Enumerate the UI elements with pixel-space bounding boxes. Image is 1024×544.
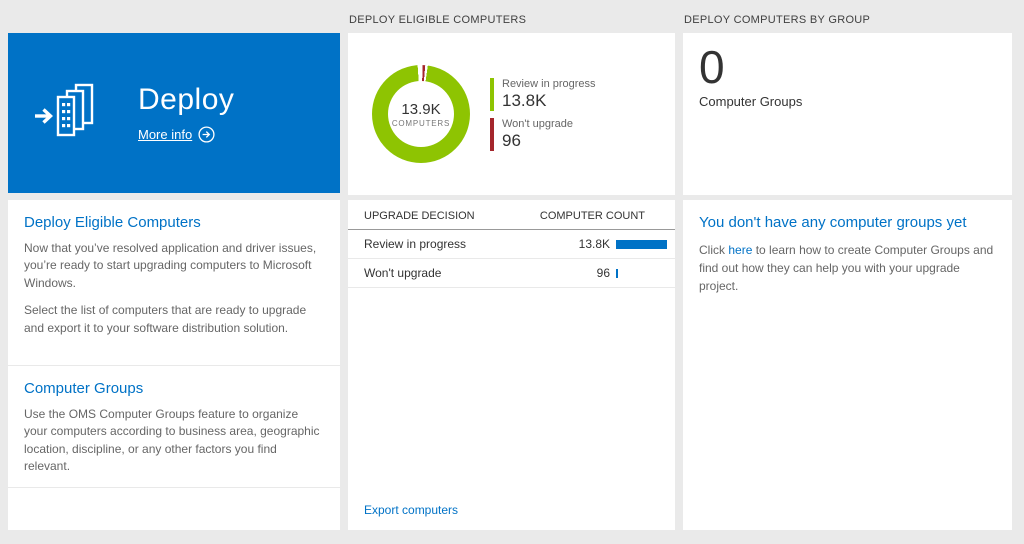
row-label: Won't upgrade: [364, 266, 442, 280]
computer-groups-count: 0: [699, 41, 725, 93]
section-deploy-eligible-computers: Deploy Eligible Computers Now that you’v…: [8, 200, 340, 366]
legend-label: Won't upgrade: [502, 117, 574, 130]
table-row-review-in-progress[interactable]: Review in progress 13.8K: [348, 230, 675, 259]
section-paragraph: Select the list of computers that are re…: [24, 303, 307, 335]
row-value: 13.8K: [578, 237, 610, 251]
count-bar: [616, 239, 667, 249]
section-paragraph: Use the OMS Computer Groups feature to o…: [24, 407, 320, 474]
legend-item-wont-upgrade[interactable]: Won't upgrade 96: [490, 117, 596, 151]
donut-hole: 13.9K COMPUTERS: [388, 81, 454, 147]
legend-value: 96: [502, 130, 521, 150]
donut-center-value: 13.9K: [401, 100, 441, 118]
count-bar-wrap: [616, 239, 667, 249]
legend-value: 13.8K: [502, 90, 547, 110]
middle-column-header: DEPLOY ELIGIBLE COMPUTERS: [349, 14, 527, 26]
eligible-computers-chart-card: 13.9K COMPUTERS Review in progress 13.8K…: [348, 33, 675, 195]
legend-item-review-in-progress[interactable]: Review in progress 13.8K: [490, 77, 596, 111]
deploy-icon: [34, 82, 98, 145]
section-paragraph: Now that you’ve resolved application and…: [24, 241, 317, 290]
column-header-computer-count[interactable]: COMPUTER COUNT: [539, 210, 645, 222]
arrow-circle-icon[interactable]: [198, 126, 215, 143]
legend-label: Review in progress: [502, 77, 596, 90]
empty-state-text-before: Click: [699, 243, 729, 257]
empty-state-heading: You don't have any computer groups yet: [699, 214, 967, 231]
donut-center-label: COMPUTERS: [391, 118, 451, 128]
deploy-tile-text: Deploy More info: [138, 83, 234, 143]
table-row-wont-upgrade[interactable]: Won't upgrade 96: [348, 259, 675, 288]
row-value: 96: [596, 266, 610, 280]
chart-legend: Review in progress 13.8K Won't upgrade 9…: [490, 71, 596, 158]
column-header-upgrade-decision[interactable]: UPGRADE DECISION: [364, 210, 475, 222]
section-heading: Computer Groups: [24, 380, 144, 397]
computer-groups-count-label: Computer Groups: [699, 93, 803, 109]
section-computer-groups: Computer Groups Use the OMS Computer Gro…: [8, 366, 340, 488]
count-bar-wrap: [616, 268, 667, 278]
deploy-description-card: Deploy Eligible Computers Now that you’v…: [8, 200, 340, 530]
donut-chart[interactable]: 13.9K COMPUTERS: [372, 65, 470, 163]
upgrade-decision-table-card: UPGRADE DECISION COMPUTER COUNT Review i…: [348, 200, 675, 530]
computer-groups-count-card[interactable]: 0 Computer Groups: [683, 33, 1012, 195]
tile-title: Deploy: [138, 83, 235, 116]
no-computer-groups-card: You don't have any computer groups yet C…: [683, 200, 1012, 530]
right-column-header: DEPLOY COMPUTERS BY GROUP: [684, 14, 871, 26]
deploy-tile[interactable]: Deploy More info: [8, 33, 340, 193]
here-link[interactable]: here: [728, 243, 753, 257]
row-label: Review in progress: [364, 237, 467, 251]
count-bar: [616, 268, 618, 278]
more-info-link[interactable]: More info: [138, 127, 193, 142]
empty-state-text: Click here to learn how to create Comput…: [699, 241, 996, 295]
table-header-row: UPGRADE DECISION COMPUTER COUNT: [348, 200, 675, 230]
empty-state-text-after: to learn how to create Computer Groups a…: [699, 243, 994, 293]
export-computers-link[interactable]: Export computers: [364, 503, 459, 517]
section-heading: Deploy Eligible Computers: [24, 214, 201, 231]
